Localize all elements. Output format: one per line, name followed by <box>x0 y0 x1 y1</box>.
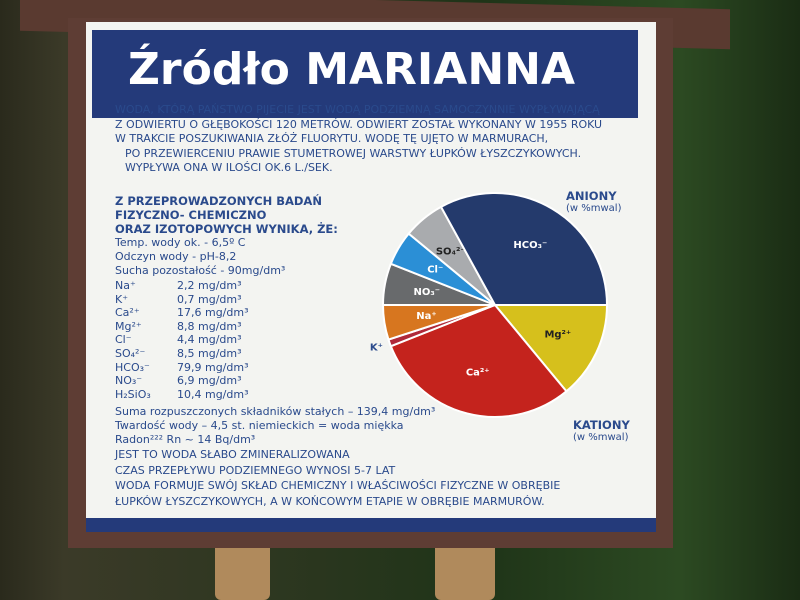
ion-value: 10,4 mg/dm³ <box>177 387 249 401</box>
cations-unit: (w %mwal) <box>573 432 629 443</box>
slice-label: Cl⁻ <box>427 265 443 276</box>
ion-value: 6,9 mg/dm³ <box>177 374 242 388</box>
property: Sucha pozostałość - 90mg/dm³ <box>115 264 286 277</box>
ion-value: 79,9 mg/dm³ <box>177 360 249 374</box>
conclusion-line: JEST TO WODA SŁABO ZMINERALIZOWANA <box>115 448 350 461</box>
ion-name: Cl⁻ <box>115 333 132 347</box>
anions-label: ANIONY <box>566 189 617 203</box>
slice-label: NO₃⁻ <box>414 287 441 298</box>
summary-line: Radon²²² Rn ~ 14 Bq/dm³ <box>115 433 256 446</box>
study-heading: FIZYCZNO- CHEMICZNO <box>115 208 267 222</box>
property: Temp. wody ok. - 6,5º C <box>115 236 246 249</box>
ion-name: Na⁺ <box>115 279 136 292</box>
property: Odczyn wody - pH-8,2 <box>115 250 237 263</box>
ion-value: 17,6 mg/dm³ <box>177 306 249 320</box>
ion-value: 8,5 mg/dm³ <box>177 347 242 360</box>
slice-label: K⁺ <box>370 343 383 354</box>
intro-line: WODA, KTÓRĄ PAŃSTWO PIJECIE JEST WODĄ PO… <box>115 103 600 116</box>
header-bar <box>92 30 638 118</box>
slice-label: Na⁺ <box>416 311 436 322</box>
ion-value: 8,8 mg/dm³ <box>177 319 242 333</box>
cations-label: KATIONY <box>573 418 630 432</box>
intro-line: W TRAKCIE POSZUKIWANIA ZŁÓŻ FLUORYTU. WO… <box>115 132 549 145</box>
slice-label: Mg²⁺ <box>544 330 571 341</box>
slice-label: HCO₃⁻ <box>513 240 547 251</box>
ion-value: 0,7 mg/dm³ <box>177 292 242 306</box>
intro-line: WYPŁYWA ONA W ILOŚCI OK.6 L./SEK. <box>125 161 333 174</box>
ion-value: 4,4 mg/dm³ <box>177 333 242 347</box>
slice-label: SO₄²⁻ <box>436 246 466 257</box>
ion-name: SO₄²⁻ <box>115 347 146 360</box>
pie-slice <box>492 304 609 393</box>
slice-label: Ca²⁺ <box>466 367 490 378</box>
ion-value: 2,2 mg/dm³ <box>177 279 242 292</box>
ion-name: NO₃⁻ <box>115 374 143 388</box>
ion-name: Ca²⁺ <box>115 306 140 320</box>
anions-unit: (w %mwal) <box>566 203 622 214</box>
summary-line: Twardość wody – 4,5 st. niemieckich = wo… <box>115 419 404 432</box>
footer-bar <box>86 518 656 532</box>
ion-name: Mg²⁺ <box>115 319 142 333</box>
conclusion-line: ŁUPKÓW ŁYSZCZYKOWYCH, A W KOŃCOWYM ETAPI… <box>115 494 545 508</box>
conclusion-line: CZAS PRZEPŁYWU PODZIEMNEGO WYNOSI 5-7 LA… <box>115 463 396 477</box>
title: Źródło MARIANNA <box>128 44 576 95</box>
ion-name: H₂SiO₃ <box>115 387 151 401</box>
ion-name: K⁺ <box>115 292 129 306</box>
study-heading: ORAZ IZOTOPOWYCH WYNIKA, ŻE: <box>115 222 338 236</box>
intro-line: Z ODWIERTU O GŁĘBOKOŚCI 120 METRÓW. ODWI… <box>115 117 603 131</box>
summary-line: Suma rozpuszczonych składników stałych –… <box>115 405 436 418</box>
conclusion-line: WODA FORMUJE SWÓJ SKŁAD CHEMICZNY I WŁAŚ… <box>115 479 561 492</box>
ion-name: HCO₃⁻ <box>115 360 150 374</box>
pie-slice <box>439 192 609 306</box>
study-heading: Z PRZEPROWADZONYCH BADAŃ <box>115 194 322 208</box>
pie-slice <box>389 303 568 418</box>
intro-line: PO PRZEWIERCENIU PRAWIE STUMETROWEJ WARS… <box>125 146 582 160</box>
